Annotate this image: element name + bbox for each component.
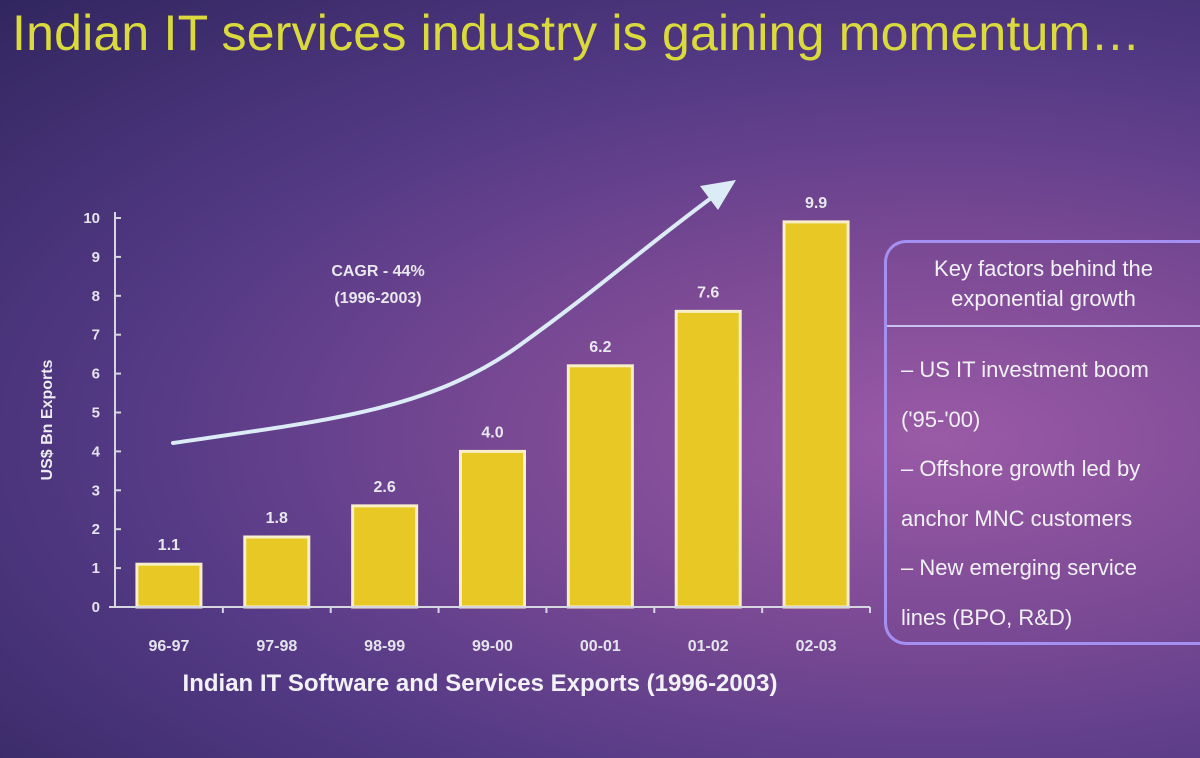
x-tick-label: 97-98 bbox=[256, 638, 297, 655]
growth-trend-arrow bbox=[171, 185, 728, 445]
factor-line-5: – New emerging service bbox=[901, 555, 1137, 580]
bar-value-label: 1.8 bbox=[266, 510, 288, 527]
x-tick-label: 99-00 bbox=[472, 638, 513, 655]
bar-02-03 bbox=[782, 220, 850, 609]
y-tick-label: 8 bbox=[92, 288, 100, 305]
x-tick-label: 96-97 bbox=[148, 638, 189, 655]
y-axis-title: US$ Bn Exports bbox=[39, 359, 56, 480]
y-axis: 0 1 2 3 4 5 6 7 8 9 10 bbox=[83, 210, 121, 616]
factor-line-3: – Offshore growth led by bbox=[901, 456, 1141, 481]
bar-value-label: 2.6 bbox=[374, 479, 396, 496]
bar-value-label: 6.2 bbox=[589, 339, 611, 356]
bar-99-00 bbox=[459, 449, 526, 609]
x-axis-title: Indian IT Software and Services Exports … bbox=[183, 670, 778, 697]
factor-line-6: lines (BPO, R&D) bbox=[901, 604, 1073, 630]
bar-98-99 bbox=[351, 504, 419, 609]
bar-chart: 0 1 2 3 4 5 6 7 8 9 10 1.1 1.8 2.6 4.0 6.2 7.6 9.9 96-97… bbox=[39, 180, 871, 697]
y-tick-label: 9 bbox=[92, 249, 100, 266]
x-axis: 96-97 97-98 98-99 99-00 00-01 01-02 02-03 bbox=[109, 606, 871, 655]
x-tick-label: 01-02 bbox=[688, 638, 729, 655]
factor-line-1: – US IT investment boom bbox=[901, 357, 1149, 382]
y-tick-label: 7 bbox=[92, 327, 100, 344]
x-tick-label: 98-99 bbox=[364, 638, 405, 655]
y-tick-label: 6 bbox=[92, 366, 100, 383]
factor-line-4: anchor MNC customers bbox=[901, 505, 1133, 531]
y-tick-label: 4 bbox=[92, 443, 101, 460]
cagr-label: CAGR - 44% bbox=[331, 263, 424, 280]
x-tick-label: 00-01 bbox=[580, 638, 621, 655]
bar-00-01 bbox=[566, 364, 634, 609]
y-tick-label: 10 bbox=[83, 210, 100, 227]
y-tick-label: 2 bbox=[92, 521, 100, 538]
key-factors-list: – US IT investment boom ('95-'00) – Offs… bbox=[887, 327, 1200, 642]
bar-01-02 bbox=[674, 309, 742, 609]
bar-value-label: 7.6 bbox=[697, 284, 719, 301]
cagr-annotation: CAGR - 44% (1996-2003) bbox=[171, 180, 736, 445]
x-tick-label: 02-03 bbox=[796, 638, 837, 655]
factor-line-2: ('95-'00) bbox=[901, 406, 981, 432]
y-tick-label: 1 bbox=[92, 560, 100, 577]
bars: 1.1 1.8 2.6 4.0 6.2 7.6 9.9 bbox=[135, 195, 850, 609]
y-tick-label: 3 bbox=[92, 482, 100, 499]
y-tick-label: 5 bbox=[92, 405, 100, 422]
key-factors-panel: Key factors behind the exponential growt… bbox=[884, 240, 1200, 645]
bar-96-97 bbox=[135, 562, 203, 609]
slide-title: Indian IT services industry is gaining m… bbox=[12, 5, 1141, 61]
y-tick-label: 0 bbox=[92, 599, 100, 616]
bar-value-label: 4.0 bbox=[481, 424, 503, 441]
bar-value-label: 9.9 bbox=[805, 195, 827, 212]
bar-value-label: 1.1 bbox=[158, 537, 180, 554]
cagr-period-label: (1996-2003) bbox=[334, 290, 421, 307]
bar-97-98 bbox=[243, 535, 311, 609]
growth-trend-arrowhead bbox=[700, 180, 736, 210]
key-factors-heading: Key factors behind the exponential growt… bbox=[887, 243, 1200, 327]
